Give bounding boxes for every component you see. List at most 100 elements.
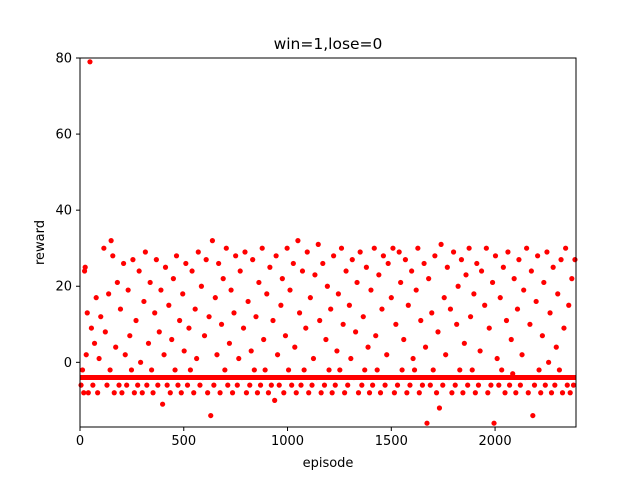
data-point [390, 245, 396, 251]
data-point [120, 260, 127, 267]
data-point [559, 390, 566, 396]
data-point [180, 291, 186, 297]
data-point [524, 245, 530, 251]
data-point [101, 245, 107, 251]
data-point [231, 310, 237, 316]
data-point [141, 298, 147, 305]
data-point [343, 268, 349, 274]
data-point [572, 257, 578, 263]
data-point [513, 390, 519, 396]
data-point [446, 374, 452, 381]
data-point [410, 355, 416, 362]
data-point [203, 257, 209, 263]
data-point [461, 340, 467, 346]
data-point [492, 253, 499, 259]
data-point [250, 257, 256, 263]
data-point [491, 420, 497, 426]
data-point [209, 238, 216, 244]
data-point [99, 374, 106, 381]
data-point [345, 382, 351, 388]
data-point [569, 276, 575, 282]
data-point [124, 382, 130, 388]
data-point [511, 276, 517, 282]
data-point [536, 367, 542, 373]
data-point [334, 348, 340, 354]
data-point [566, 302, 572, 308]
data-point [555, 291, 561, 297]
data-point [234, 382, 240, 388]
data-point [226, 340, 233, 346]
data-point [385, 260, 391, 267]
data-point [379, 306, 385, 312]
data-point [460, 390, 466, 396]
data-point [558, 257, 564, 263]
data-point [197, 382, 203, 388]
data-point [93, 295, 99, 301]
data-point [257, 382, 264, 388]
data-point [326, 367, 332, 373]
data-point [145, 340, 152, 346]
data-point [478, 268, 485, 274]
data-point [220, 276, 226, 282]
data-point [184, 382, 191, 388]
data-point [407, 382, 413, 388]
data-point [211, 382, 217, 388]
data-point [245, 298, 251, 305]
data-point [113, 344, 119, 350]
data-point [214, 352, 220, 358]
data-point [351, 374, 357, 381]
data-point [371, 245, 377, 251]
data-point [486, 325, 492, 331]
data-point [349, 257, 355, 263]
data-point [324, 283, 330, 289]
y-tick-label: 60 [55, 128, 72, 143]
data-point [81, 390, 87, 396]
data-point [567, 390, 573, 396]
data-point [528, 268, 534, 274]
data-point [265, 390, 272, 396]
data-point [117, 306, 124, 312]
data-point [270, 317, 276, 324]
data-point [191, 390, 197, 396]
data-point [506, 382, 513, 388]
data-point [108, 238, 114, 244]
y-tick-label: 80 [55, 52, 72, 67]
data-point [152, 310, 158, 316]
data-point [147, 279, 153, 286]
data-point [471, 291, 477, 297]
data-point [550, 264, 556, 270]
data-point [135, 382, 141, 388]
data-point [467, 314, 474, 320]
data-point [469, 367, 475, 373]
data-point [398, 279, 404, 286]
data-point [273, 253, 279, 259]
data-point [323, 336, 329, 343]
data-point [429, 310, 435, 316]
data-point [104, 382, 110, 388]
data-point [332, 382, 338, 388]
data-point [342, 390, 348, 396]
data-point [416, 390, 422, 396]
data-point [547, 310, 553, 316]
data-point [564, 382, 570, 388]
data-point [223, 245, 229, 251]
data-point [251, 367, 257, 373]
data-point [474, 260, 480, 267]
data-point [208, 412, 214, 419]
data-point [98, 314, 104, 320]
data-point [268, 382, 274, 388]
data-points [78, 59, 578, 426]
data-point [111, 390, 117, 396]
data-point [309, 382, 315, 388]
data-point [133, 317, 139, 324]
data-point [169, 336, 175, 343]
data-point [272, 397, 278, 403]
axes-frame [79, 57, 577, 428]
data-point [139, 390, 145, 396]
data-point [240, 325, 247, 331]
data-point [384, 352, 390, 358]
data-point [411, 367, 418, 373]
data-point [156, 329, 162, 335]
data-point [114, 279, 120, 286]
data-point [353, 329, 359, 335]
